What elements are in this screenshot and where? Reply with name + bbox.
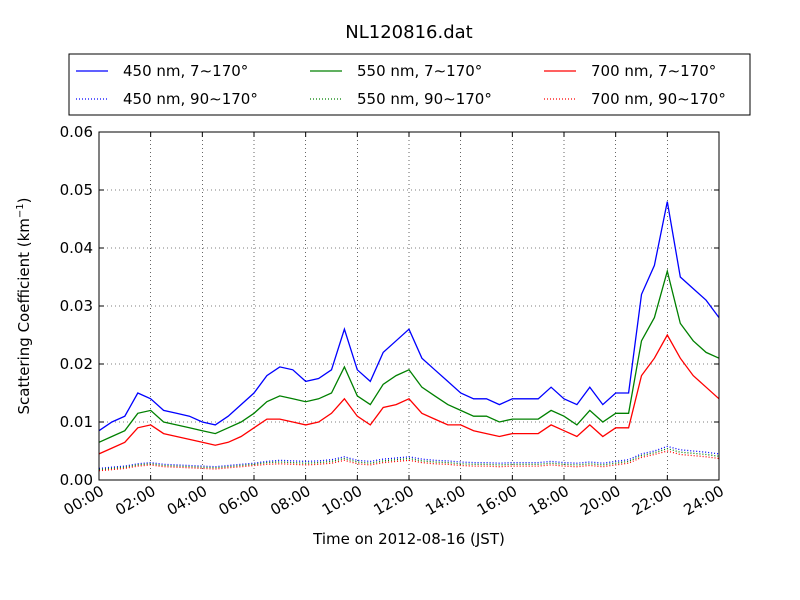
plot-lines [98,201,720,472]
x-axis-label: Time on 2012-08-16 (JST) [312,530,505,548]
x-tick-label: 06:00 [216,482,262,519]
y-tick-label: 0.03 [60,297,93,315]
y-tick-label: 0.00 [60,471,93,489]
x-tick-label: 18:00 [526,482,572,519]
y-axis-label-suffix: ) [15,197,33,203]
x-tick-label: 20:00 [577,482,623,519]
legend-label-3: 450 nm, 90∼170° [123,90,258,108]
series-line-0 [98,201,720,432]
y-tick-label: 0.01 [60,413,93,431]
ticks [98,131,720,481]
grid [99,132,719,480]
y-tick-label: 0.05 [60,181,93,199]
x-tick-labels: 00:00 02:00 04:00 06:00 08:00 10:00 12:00 14:00… [61,482,727,519]
legend-label-2: 700 nm, 7∼170° [591,62,716,80]
y-tick-label: 0.04 [60,239,93,257]
y-axis-label: Scattering Coefficient (km−1) [15,197,33,414]
series-line-1 [98,268,720,443]
x-tick-label: 12:00 [371,482,417,519]
x-tick-label: 10:00 [319,482,365,519]
series-line-5 [98,450,720,472]
series-line-2 [98,333,720,455]
legend-label-5: 700 nm, 90∼170° [591,90,726,108]
y-axis-label-exponent: −1 [15,203,26,218]
chart-title: NL120816.dat [345,22,472,43]
legend-label-1: 550 nm, 7∼170° [357,62,482,80]
y-tick-label: 0.02 [60,355,93,373]
x-tick-label: 02:00 [112,482,158,519]
x-tick-label: 14:00 [422,482,468,519]
x-tick-label: 04:00 [164,482,210,519]
y-tick-label: 0.06 [60,123,93,141]
x-tick-label: 08:00 [267,482,313,519]
legend-frame [68,53,751,116]
legend-label-0: 450 nm, 7∼170° [123,62,248,80]
y-tick-labels: 0.00 0.01 0.02 0.03 0.04 0.05 0.06 [60,123,93,489]
x-tick-label: 24:00 [681,482,727,519]
y-axis-label-main: Scattering Coefficient (km [15,218,33,414]
legend-label-4: 550 nm, 90∼170° [357,90,492,108]
series-line-3 [98,445,720,470]
x-tick-label: 16:00 [474,482,520,519]
series-line-4 [98,448,720,471]
x-tick-label: 22:00 [629,482,675,519]
legend: 450 nm, 7∼170° 550 nm, 7∼170° 700 nm, 7∼17… [68,53,751,116]
